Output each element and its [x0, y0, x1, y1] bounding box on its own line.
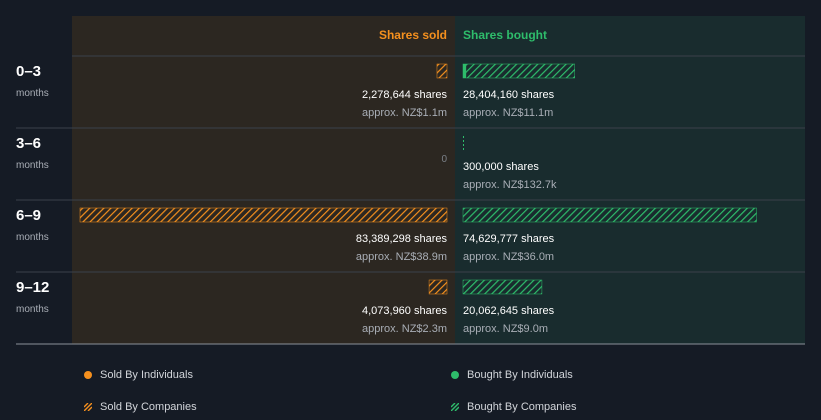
bought-bar [462, 207, 757, 223]
bought-shares-label: 28,404,160 shares [463, 89, 555, 101]
period-label: 3–6 [16, 135, 41, 152]
period-sublabel: months [16, 88, 49, 99]
period-label: 0–3 [16, 63, 41, 80]
green-hatch-icon [451, 403, 459, 411]
legend-label: Bought By Individuals [467, 369, 573, 381]
period-label: 9–12 [16, 279, 49, 296]
sold-zero-label: 0 [441, 154, 447, 165]
bought-value-label: approx. NZ$11.1m [463, 107, 553, 119]
sold-bar [436, 63, 448, 79]
bought-header: Shares bought [463, 28, 547, 42]
sold-header: Shares sold [379, 28, 447, 42]
sold-shares-label: 83,389,298 shares [356, 233, 448, 245]
sold-value-label: approx. NZ$1.1m [362, 107, 447, 119]
sold-value-label: approx. NZ$2.3m [362, 323, 447, 335]
legend-sold-companies: Sold By Companies [84, 400, 197, 414]
legend-sold-individuals: Sold By Individuals [84, 368, 193, 382]
insider-trading-chart: Shares sold Shares bought 0–3 months 2,278… [16, 16, 805, 345]
bought-shares-label: 20,062,645 shares [463, 305, 555, 317]
legend-bought-companies: Bought By Companies [451, 400, 576, 414]
bought-shares-label: 300,000 shares [463, 161, 539, 173]
period-sublabel: months [16, 160, 49, 171]
legend-bought-individuals: Bought By Individuals [451, 368, 573, 382]
bought-value-label: approx. NZ$9.0m [463, 323, 548, 335]
sold-shares-label: 2,278,644 shares [362, 89, 448, 101]
period-sublabel: months [16, 232, 49, 243]
bought-value-label: approx. NZ$36.0m [463, 251, 554, 263]
bought-bar [462, 279, 543, 295]
bought-value-label: approx. NZ$132.7k [463, 179, 557, 191]
bought-shares-label: 74,629,777 shares [463, 233, 555, 245]
orange-hatch-icon [84, 403, 92, 411]
sold-shares-label: 4,073,960 shares [362, 305, 448, 317]
sold-bar [79, 207, 448, 223]
legend-label: Sold By Individuals [100, 369, 193, 381]
bought-bar [462, 63, 575, 79]
period-label: 6–9 [16, 207, 41, 224]
sold-value-label: approx. NZ$38.9m [356, 251, 447, 263]
bought-individual-bar [463, 64, 467, 78]
legend-label: Bought By Companies [467, 401, 577, 413]
orange-dot-icon [84, 371, 92, 379]
period-sublabel: months [16, 304, 49, 315]
legend-label: Sold By Companies [100, 401, 197, 413]
green-dot-icon [451, 371, 459, 379]
sold-panel [72, 16, 455, 344]
sold-bar [428, 279, 448, 295]
